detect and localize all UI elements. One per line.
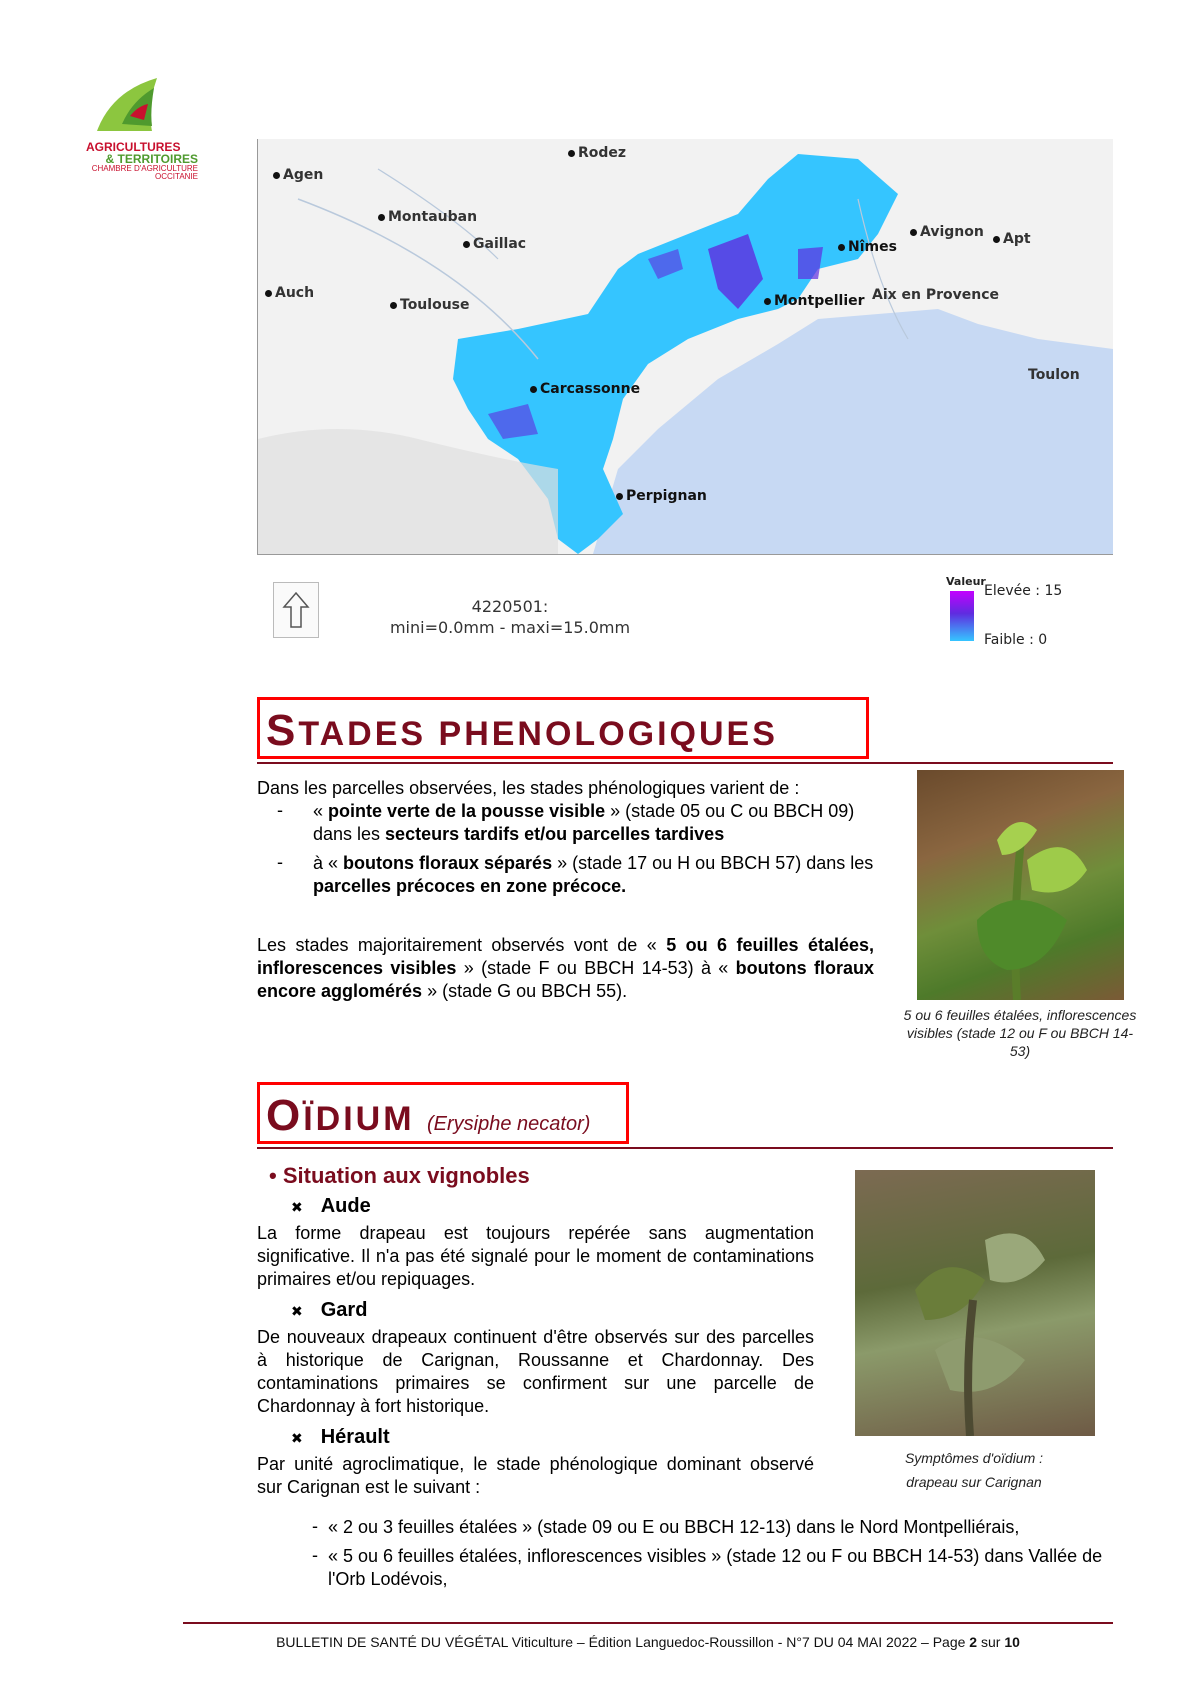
list-item: - « 2 ou 3 feuilles étalées » (stade 09 …: [312, 1516, 1020, 1537]
map-graphic: [258, 154, 1113, 554]
city-label: Apt: [993, 231, 1031, 247]
city-label: Agen: [273, 167, 323, 183]
vine-shoot-photo: [917, 770, 1124, 1001]
stades-body: Dans les parcelles observées, les stades…: [257, 777, 877, 1003]
gard-text: De nouveaux drapeaux continuent d'être o…: [257, 1327, 814, 1416]
legend-high: Elevée : 15: [984, 583, 1063, 599]
oidium-body: • Situation aux vignobles ✖ Aude La forme…: [257, 1163, 814, 1499]
rainfall-map: Agen Rodez Montauban Gaillac Avignon Apt…: [257, 139, 1113, 555]
dept-heading-aude: ✖ Aude: [291, 1195, 371, 1217]
city-label: Gaillac: [463, 236, 526, 252]
legend-low: Faible : 0: [984, 632, 1048, 648]
north-arrow: [273, 582, 319, 638]
city-label: Montauban: [378, 209, 477, 225]
city-label: Perpignan: [616, 488, 707, 504]
section-rule: [257, 1147, 1113, 1149]
herault-list: - « 2 ou 3 feuilles étalées » (stade 09 …: [312, 1516, 1112, 1591]
legend-color-bar: [950, 591, 974, 641]
north-arrow-icon: [282, 591, 310, 628]
city-label: Auch: [265, 285, 314, 301]
city-label: Aix en Provence: [872, 287, 1000, 303]
city-label: Rodez: [568, 145, 626, 161]
chamber-logo: AGRICULTURES & TERRITOIRES CHAMBRE D'AGR…: [86, 76, 198, 181]
footer-rule: [183, 1622, 1113, 1624]
section-heading-box: STADES PHENOLOGIQUES: [257, 697, 869, 759]
section-rule: [257, 762, 1113, 764]
city-label: Carcassonne: [530, 381, 640, 397]
oidium-flag-photo: [855, 1170, 1095, 1437]
city-label: Toulon: [1028, 367, 1080, 383]
section-title-stades: STADES PHENOLOGIQUES: [266, 706, 778, 755]
list-item: - « 5 ou 6 feuilles étalées, inflorescen…: [312, 1545, 1103, 1589]
situation-heading: • Situation aux vignobles: [269, 1163, 530, 1188]
map-legend: Valeur Elevée : 15 Faible : 0: [946, 575, 1116, 650]
stades-intro: Dans les parcelles observées, les stades…: [257, 778, 800, 798]
list-item: - « pointe verte de la pousse visible » …: [277, 800, 855, 844]
vine-photo-graphic: [977, 822, 1087, 1001]
section-heading-box: OÏDIUM (Erysiphe necator): [257, 1082, 629, 1144]
city-label: Avignon: [910, 224, 984, 240]
legend-title: Valeur: [946, 575, 986, 588]
oidium-photo-graphic: [915, 1233, 1045, 1437]
list-item: - à « boutons floraux séparés » (stade 1…: [277, 852, 874, 896]
photo-caption-oidium: Symptômes d'oïdium : drapeau sur Carigna…: [904, 1450, 1044, 1490]
dept-heading-gard: ✖ Gard: [291, 1299, 368, 1321]
aude-text: La forme drapeau est toujours repérée sa…: [257, 1223, 814, 1289]
dept-heading-herault: ✖ Hérault: [291, 1426, 390, 1448]
herault-text: Par unité agroclimatique, le stade phéno…: [257, 1454, 814, 1497]
logo-line-2: & TERRITOIRES: [105, 152, 198, 166]
city-label: Nîmes: [838, 239, 897, 255]
city-label: Toulouse: [390, 297, 470, 313]
logo-line-3: CHAMBRE D'AGRICULTURE: [91, 164, 198, 173]
map-range: mini=0.0mm - maxi=15.0mm: [389, 618, 631, 637]
map-id: 4220501:: [471, 597, 549, 616]
city-label: Montpellier: [764, 293, 865, 309]
section-title-oidium: OÏDIUM (Erysiphe necator): [266, 1091, 591, 1140]
page-footer: BULLETIN DE SANTÉ DU VÉGÉTAL Viticulture…: [276, 1634, 1020, 1650]
map-caption: 4220501: mini=0.0mm - maxi=15.0mm: [370, 596, 650, 638]
logo-line-1: AGRICULTURES: [86, 140, 181, 154]
leaf-logo-icon: [97, 78, 157, 131]
stades-paragraph: Les stades majoritairement observés vont…: [257, 935, 874, 1001]
logo-line-4: OCCITANIE: [155, 172, 198, 181]
photo-caption-stades: 5 ou 6 feuilles étalées, inflorescences …: [903, 1007, 1137, 1059]
